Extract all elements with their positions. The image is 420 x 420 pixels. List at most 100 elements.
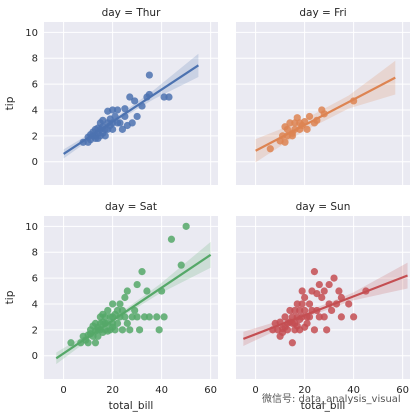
data-point (350, 313, 358, 321)
data-point (288, 132, 296, 140)
regression-line (242, 274, 408, 340)
data-point (167, 235, 176, 243)
data-point (123, 319, 131, 327)
data-point (160, 313, 168, 321)
data-point (128, 119, 136, 127)
data-point (283, 125, 292, 133)
data-point (145, 313, 153, 321)
facet-panel-3: day = Sat 0 2 4 6 8 10 tip 0 20 40 60 total_bill (4, 201, 218, 412)
watermark-text: 微信号: data_analysis_visual (262, 392, 401, 405)
facet-panel-2: day = Fri (236, 7, 410, 185)
data-point (118, 125, 127, 133)
data-point (320, 313, 328, 321)
data-point (143, 287, 151, 295)
y-tick-label: 0 (32, 157, 38, 168)
panel-title: day = Sun (296, 201, 351, 213)
x-tick-label: 0 (60, 385, 66, 396)
panel-background (44, 216, 218, 379)
data-point (145, 71, 153, 79)
y-tick-label: 6 (32, 80, 38, 91)
x-tick-label: 60 (204, 385, 217, 396)
data-point (313, 290, 321, 298)
y-tick-label: 10 (25, 222, 38, 233)
panel-title: day = Sat (105, 201, 157, 213)
y-axis-label: tip (4, 290, 16, 304)
data-point (121, 293, 129, 302)
data-point (182, 222, 190, 230)
data-point (94, 332, 102, 340)
data-point (345, 300, 353, 308)
x-axis-label: total_bill (301, 400, 346, 412)
data-point (67, 339, 75, 347)
y-tick-label: 4 (32, 105, 38, 116)
data-point (325, 280, 333, 289)
y-tick-label: 2 (32, 131, 38, 142)
x-tick-label: 0 (252, 385, 258, 396)
data-point (131, 306, 139, 315)
data-point (301, 293, 309, 302)
data-point (298, 300, 306, 308)
panel-title: day = Thur (102, 7, 162, 19)
y-tick-label: 8 (32, 248, 38, 259)
data-point (266, 145, 274, 153)
data-point (121, 105, 129, 113)
data-point (135, 326, 144, 334)
data-point (337, 313, 345, 321)
data-point (327, 306, 336, 315)
y-axis-label: tip (4, 96, 16, 110)
facet-panel-1: day = Thur 0 2 4 6 8 10 tip (4, 7, 218, 185)
data-point (310, 326, 319, 334)
data-point (303, 319, 311, 327)
panel-background (236, 22, 410, 185)
x-tick-label: 40 (347, 385, 360, 396)
data-point (131, 97, 139, 105)
y-tick-label: 10 (25, 28, 38, 39)
data-point (111, 326, 119, 334)
data-point (298, 287, 306, 295)
regression-line (55, 253, 212, 360)
data-point (318, 293, 326, 302)
data-point (288, 339, 296, 347)
data-point (330, 274, 338, 282)
data-point (305, 300, 314, 308)
data-point (133, 313, 141, 321)
facet-panel-4: day = Sun 0 20 40 60 total_bill (236, 201, 410, 412)
data-point (126, 93, 134, 101)
data-point (335, 287, 343, 295)
data-point (109, 300, 117, 308)
data-point (315, 280, 323, 289)
data-point (116, 119, 124, 127)
regression-line (255, 76, 396, 152)
data-point (153, 313, 161, 321)
data-point (101, 132, 109, 140)
y-tick-label: 4 (32, 299, 38, 310)
x-tick-label: 20 (298, 385, 311, 396)
data-point (155, 326, 163, 334)
data-point (281, 138, 289, 146)
y-tick-label: 6 (32, 274, 38, 285)
data-point (126, 326, 134, 334)
x-tick-label: 60 (396, 385, 409, 396)
data-point (109, 125, 117, 133)
data-point (138, 268, 146, 276)
x-tick-label: 40 (155, 385, 168, 396)
data-point (118, 326, 127, 334)
data-point (310, 268, 319, 276)
regression-line (63, 64, 199, 155)
y-tick-label: 2 (32, 325, 38, 336)
data-point (301, 306, 309, 315)
data-point (113, 106, 122, 114)
data-point (116, 300, 124, 308)
data-point (84, 339, 92, 347)
data-point (305, 112, 314, 121)
data-point (165, 93, 173, 101)
data-point (133, 112, 141, 121)
data-point (133, 280, 141, 289)
data-point (104, 306, 112, 315)
data-point (113, 319, 122, 327)
data-point (303, 125, 311, 133)
panel-background (44, 22, 218, 185)
y-tick-label: 8 (32, 54, 38, 65)
y-tick-label: 0 (32, 351, 38, 362)
